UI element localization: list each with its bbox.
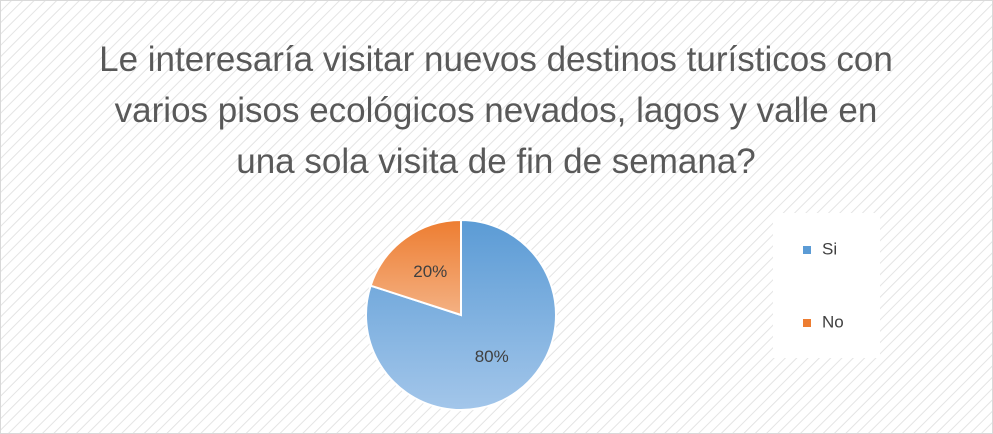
data-label: 20%: [413, 262, 447, 281]
legend-label: Si: [822, 239, 837, 258]
legend-box: [773, 213, 880, 358]
pie-slice: [369, 218, 462, 317]
legend-marker: [803, 246, 811, 254]
data-label: 80%: [475, 347, 509, 366]
legend-label: No: [822, 312, 844, 331]
legend-marker: [803, 319, 811, 327]
chart-title: Le interesaría visitar nuevos destinos t…: [99, 40, 893, 181]
